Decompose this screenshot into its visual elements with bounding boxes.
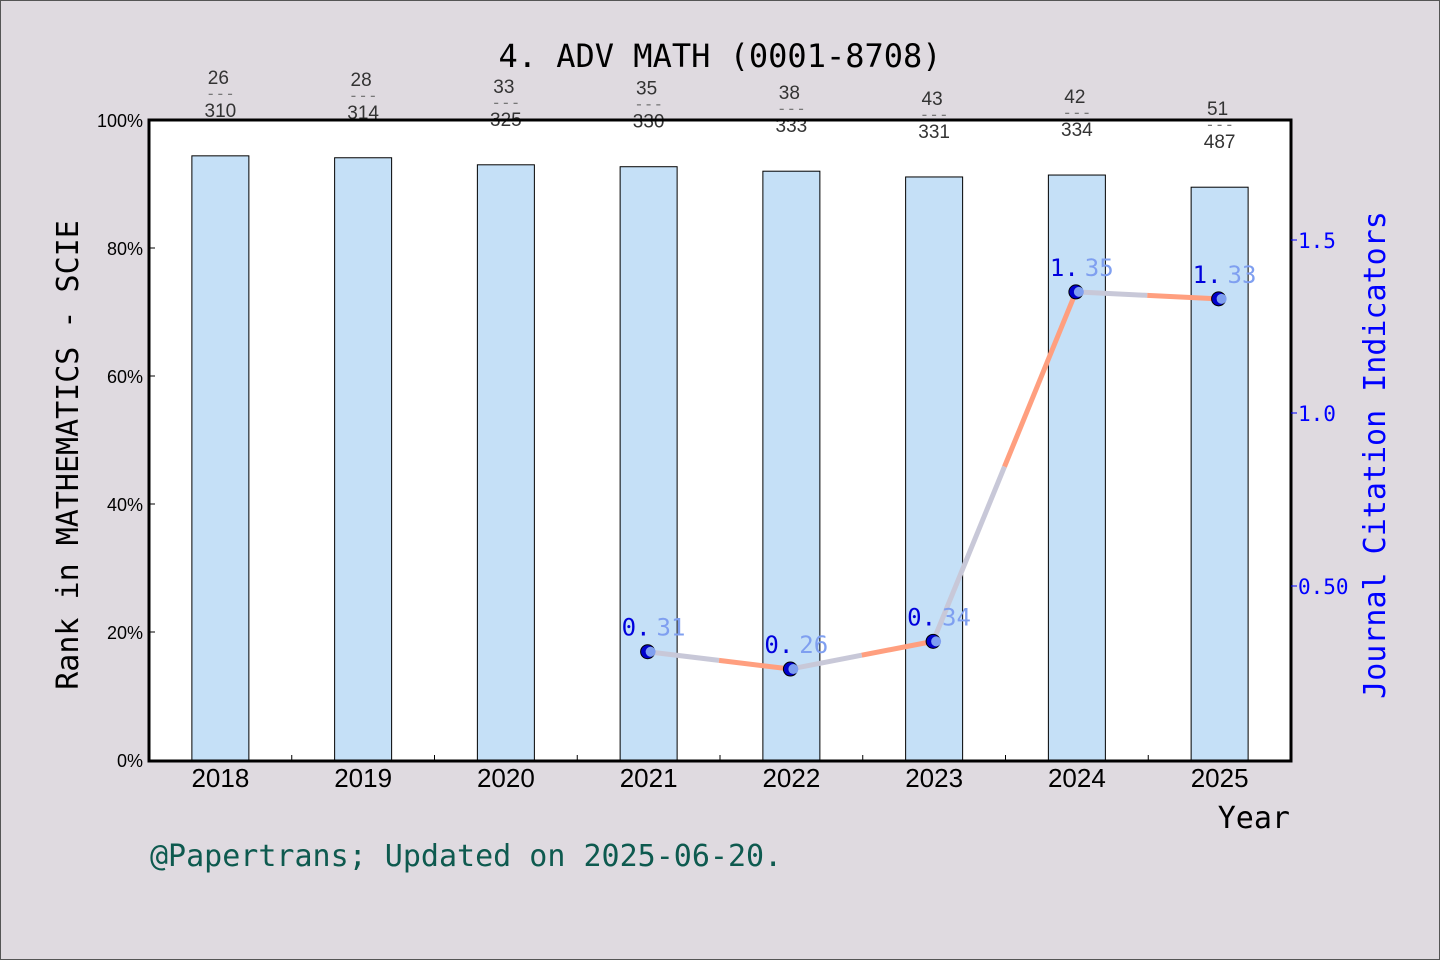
jci-value-label: 0. 34 [907,603,971,631]
jci-point-highlight [1073,286,1084,297]
x-tick-label: 2020 [477,763,535,793]
rank-label: 28 [351,70,372,91]
y-axis-label: Rank in MATHEMATICS - SCIE [51,220,86,690]
x-tick-label: 2025 [1191,763,1249,793]
x-tick-label: 2018 [191,763,249,793]
jci-line-segment [789,652,863,672]
jci-point-highlight [1216,293,1227,304]
jci-line-segment [1002,290,1079,468]
rank-divider: --- [634,95,663,114]
jci-value-label: 0. 31 [622,614,686,642]
jci-line-segment [1147,292,1219,302]
rank-divider: --- [206,84,235,103]
bar-2020 [476,164,535,761]
rank-label: 26 [208,68,229,89]
y2-axis-label: Journal Citation Indicators [1358,211,1393,699]
rank-divider: --- [1062,103,1091,122]
rank-label: 38 [779,83,800,104]
jci-point-highlight [645,646,656,657]
bar-2018 [191,155,250,761]
y2-tick-label: 1.5 [1298,229,1336,253]
x-tick-label: 2021 [620,763,678,793]
x-tick-label: 2022 [762,763,820,793]
jci-point-highlight [788,664,799,675]
jci-line-segment [647,649,720,663]
rank-divider: --- [349,86,378,105]
x-axis-label: Year [1218,801,1290,836]
y-tick-label: 60% [107,367,143,387]
jci-line-segment [718,657,791,672]
jci-value-label: 1. 33 [1193,261,1257,289]
rank-label: 33 [493,77,514,98]
bar-2025 [1190,186,1249,761]
rank-label: 35 [636,79,657,100]
total-label: 487 [1204,132,1236,153]
rank-label: 43 [922,89,943,110]
total-label: 310 [205,101,237,122]
bar-2021 [619,166,678,761]
jci-line-segment [861,638,934,658]
total-label: 334 [1061,120,1093,141]
bar-2023 [905,176,964,761]
jci-point-highlight [931,636,942,647]
bar-2019 [334,157,393,761]
y-tick-label: 40% [107,495,143,515]
total-label: 330 [633,112,665,133]
y-tick-label: 20% [107,623,143,643]
y2-tick-label: 0.50 [1298,575,1349,599]
jci-value-label: 1. 35 [1050,254,1114,282]
y-tick-label: 0% [117,751,143,771]
rank-divider: --- [777,99,806,118]
x-tick-label: 2019 [334,763,392,793]
total-label: 331 [918,122,950,143]
plot-area [149,120,1291,761]
rank-label: 42 [1064,87,1085,108]
rank-divider: --- [491,93,520,112]
rank-label: 51 [1207,99,1228,120]
y-tick-label: 100% [97,111,143,131]
jci-line-segment [930,465,1007,643]
footer-note: @Papertrans; Updated on 2025-06-20. [150,839,782,874]
jci-line-segment [1075,289,1148,298]
chart-title: 4. ADV MATH (0001-8708) [498,37,941,75]
x-tick-label: 2023 [905,763,963,793]
jci-value-label: 0. 26 [764,631,828,659]
y2-tick-label: 1.0 [1298,402,1336,426]
y-tick-label: 80% [107,239,143,259]
x-tick-label: 2024 [1048,763,1106,793]
